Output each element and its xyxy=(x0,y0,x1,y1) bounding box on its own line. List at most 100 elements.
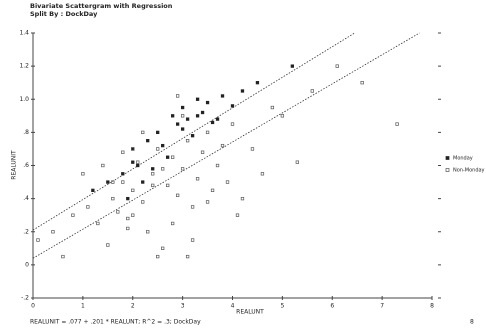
scatter-point xyxy=(126,216,130,221)
scatter-point xyxy=(190,134,195,138)
scatter-point xyxy=(151,183,155,188)
scatter-point xyxy=(151,167,155,171)
scatter-point xyxy=(180,167,185,171)
scatter-point xyxy=(200,110,205,115)
scatter-point xyxy=(161,167,165,171)
scatter-point xyxy=(225,180,230,184)
scatter-point xyxy=(195,114,200,118)
scatter-point xyxy=(36,238,40,242)
scatter-point xyxy=(220,143,225,148)
scatter-point xyxy=(141,200,145,204)
y-tick-label: -.2 xyxy=(21,295,29,302)
scatter-point xyxy=(121,172,125,176)
scatter-point xyxy=(205,200,210,204)
scatter-point xyxy=(106,180,110,184)
scatter-point xyxy=(156,147,160,151)
scatter-point xyxy=(101,163,105,168)
scatter-point xyxy=(360,81,364,85)
scatter-point xyxy=(295,160,299,164)
y-tick-label: 1.4 xyxy=(19,30,29,37)
scatter-point xyxy=(335,64,339,68)
scatter-point xyxy=(111,196,115,201)
scatter-point xyxy=(250,147,255,151)
scatter-point xyxy=(136,163,140,168)
scatter-point xyxy=(146,139,150,143)
scatter-point xyxy=(175,94,180,98)
scatter-point xyxy=(86,205,90,209)
scatter-point xyxy=(395,122,399,126)
scatter-point xyxy=(185,139,190,143)
scatter-point xyxy=(126,226,130,231)
legend-marker xyxy=(445,168,450,172)
scatter-point xyxy=(180,105,185,110)
scatter-point xyxy=(215,163,220,168)
scatter-point xyxy=(310,89,314,93)
regression-line xyxy=(32,32,420,259)
scatter-point xyxy=(161,246,165,250)
scatter-point xyxy=(210,120,215,125)
scatter-point xyxy=(106,243,110,247)
scatter-point xyxy=(51,230,55,234)
x-tick-label: 7 xyxy=(380,303,384,310)
scatter-point xyxy=(190,205,195,209)
scatter-point xyxy=(205,130,210,135)
y-tick-label: .4 xyxy=(23,195,29,202)
scatter-point xyxy=(180,127,185,131)
scatter-point xyxy=(131,188,135,192)
scatter-point xyxy=(136,160,140,164)
scatter-point xyxy=(166,155,170,159)
scatter-point xyxy=(200,150,205,154)
legend-label: Non-Monday xyxy=(453,168,485,174)
scatter-point xyxy=(81,172,85,176)
scatter-point xyxy=(171,221,175,226)
scatter-point xyxy=(270,105,275,110)
scatter-point xyxy=(205,100,210,105)
scatter-point xyxy=(116,210,120,214)
scatter-point xyxy=(280,114,285,118)
scatter-point xyxy=(185,117,190,121)
x-axis-label: REALUNT xyxy=(236,309,264,316)
x-tick-label: 0 xyxy=(31,303,35,310)
legend-marker xyxy=(445,156,450,160)
scatter-point xyxy=(230,104,235,108)
x-tick-label: 2 xyxy=(131,303,135,310)
page-number: 8 xyxy=(470,319,474,326)
scatter-point xyxy=(131,147,135,151)
x-tick-label: 5 xyxy=(280,303,284,310)
scatter-point xyxy=(195,97,200,101)
scatter-point xyxy=(190,238,195,242)
scatter-point xyxy=(185,254,190,259)
scatter-point xyxy=(151,172,155,176)
regression-line xyxy=(32,32,355,231)
footer: REALUNIT = .077 + .201 * REALUNT; R^2 = … xyxy=(30,319,201,326)
y-tick-label: 1.2 xyxy=(19,63,29,70)
scatter-point xyxy=(71,213,75,217)
scatter-point xyxy=(121,150,125,154)
scatter-point xyxy=(260,172,265,176)
scatter-point xyxy=(240,89,245,93)
scatter-point xyxy=(210,188,215,192)
scatter-point xyxy=(240,196,245,201)
scatter-point xyxy=(156,254,160,259)
y-tick-label: .2 xyxy=(23,228,29,235)
scatter-point xyxy=(146,230,150,234)
scatter-point xyxy=(290,64,294,68)
scatter-point xyxy=(141,130,145,135)
scatter-point xyxy=(175,122,180,126)
scatter-point xyxy=(161,143,165,148)
chart-title: Bivariate Scattergram with Regression xyxy=(30,2,173,10)
scatter-point xyxy=(175,193,180,197)
scatter-point xyxy=(180,114,185,118)
scatter-point xyxy=(121,180,125,184)
x-tick-label: 6 xyxy=(330,303,334,310)
scatter-point xyxy=(171,114,175,118)
x-tick-label: 8 xyxy=(430,303,434,310)
scatter-point xyxy=(255,81,260,85)
y-tick-label: .8 xyxy=(23,129,29,136)
chart-subtitle: Split By : DockDay xyxy=(30,10,98,18)
y-tick-label: 1.0 xyxy=(19,96,29,103)
scatter-point xyxy=(126,196,130,201)
scatter-point xyxy=(166,183,170,188)
y-tick-label: .6 xyxy=(23,162,29,169)
